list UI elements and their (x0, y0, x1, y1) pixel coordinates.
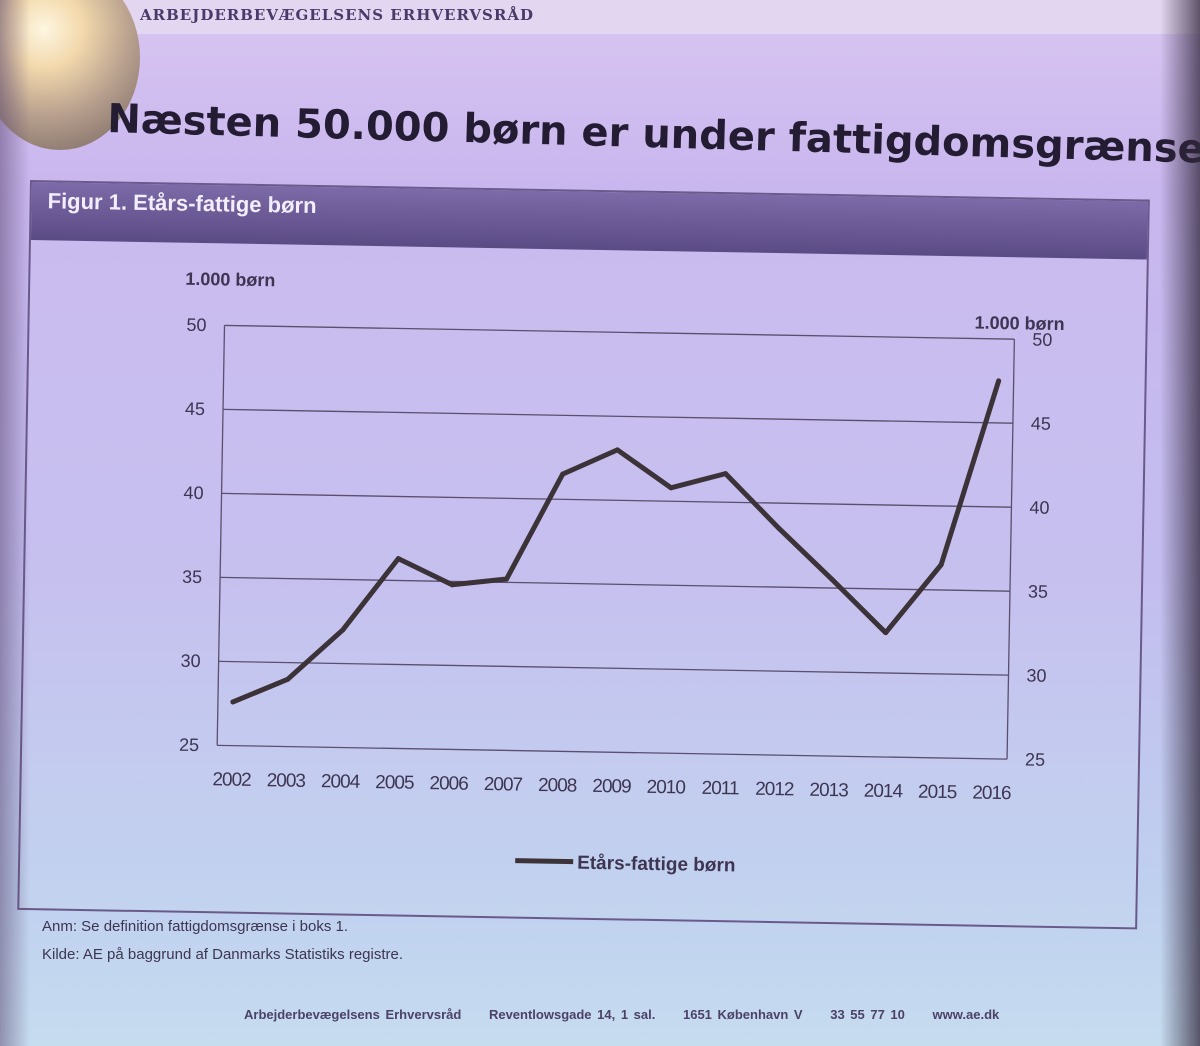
y-axis-label-left: 1.000 børn (185, 269, 275, 291)
y-tick-label-right: 30 (1026, 665, 1046, 685)
x-tick-label: 2007 (484, 774, 523, 796)
data-point (230, 699, 236, 705)
y-tick-label-right: 40 (1029, 497, 1049, 517)
x-tick-label: 2011 (701, 778, 739, 800)
footer-web: www.ae.dk (932, 1007, 1000, 1022)
x-tick-label: 2009 (592, 776, 631, 798)
data-point (395, 556, 401, 562)
x-tick-label: 2002 (212, 769, 251, 791)
photo-vignette-left (0, 0, 30, 1046)
y-tick-label-left: 35 (182, 567, 202, 587)
y-tick-label-left: 30 (180, 651, 200, 671)
data-point (560, 471, 566, 477)
y-tick-label-right: 50 (1032, 330, 1052, 350)
y-tick-label-left: 40 (183, 483, 203, 503)
x-tick-label: 2006 (429, 773, 468, 795)
footer-org: Arbejderbevægelsens Erhvervsråd (244, 1007, 462, 1022)
data-point (340, 627, 346, 633)
x-tick-label: 2014 (864, 781, 904, 803)
y-tick-label-right: 35 (1028, 581, 1048, 601)
data-point (829, 577, 835, 583)
legend-label: Etårs-fattige børn (577, 853, 736, 877)
footer-address: Reventlowsgade 14, 1 sal. (488, 1007, 656, 1022)
gridline (220, 576, 1010, 592)
slide-footer: Arbejderbevægelsens Erhvervsråd Reventlo… (244, 1007, 1021, 1022)
y-axis-label-right: 1.000 børn (974, 313, 1064, 335)
x-tick-label: 2008 (538, 775, 577, 797)
y-axis-left (216, 325, 226, 746)
data-point (614, 447, 620, 453)
chart-note: Anm: Se definition fattigdomsgrænse i bo… (42, 918, 348, 935)
x-tick-label: 2013 (809, 780, 848, 802)
data-point (285, 676, 291, 682)
footer-city: 1651 København V (682, 1007, 803, 1022)
y-tick-label-right: 45 (1031, 414, 1051, 434)
x-tick-label: 2010 (646, 777, 685, 799)
x-tick-label: 2003 (267, 770, 306, 792)
data-point (883, 630, 889, 636)
gridline (224, 324, 1015, 340)
data-point (504, 576, 510, 582)
x-tick-label: 2012 (755, 779, 794, 801)
photo-vignette-right (1160, 0, 1200, 1046)
data-point (938, 562, 944, 568)
y-tick-label-left: 45 (185, 399, 205, 419)
gridline (218, 660, 1009, 676)
data-point (723, 471, 729, 477)
gridline (223, 408, 1013, 424)
data-point (668, 485, 674, 491)
data-point (449, 582, 455, 588)
x-tick-label: 2005 (375, 772, 414, 794)
legend-swatch (515, 858, 574, 865)
organization-header: ARBEJDERBEVÆGELSENS ERHVERVSRÅD (140, 6, 534, 24)
y-tick-label-right: 25 (1025, 749, 1045, 769)
y-axis-right (1006, 339, 1016, 760)
y-tick-label-left: 25 (179, 735, 199, 755)
x-tick-label: 2016 (972, 783, 1011, 805)
footer-phone: 33 55 77 10 (830, 1007, 905, 1022)
slide-top-band (0, 0, 1200, 34)
data-point (996, 378, 1002, 384)
figure-frame: Figur 1. Etårs-fattige børn 25 25 30 30 35 35… (17, 180, 1150, 930)
x-tick-label: 2004 (321, 771, 361, 793)
gridline (217, 744, 1008, 760)
y-tick-label-left: 50 (186, 315, 206, 335)
data-point (776, 525, 782, 531)
slide-title: Næsten 50.000 børn er under fattigdomsgr… (106, 96, 1200, 174)
gridline (221, 492, 1012, 508)
x-tick-label: 2015 (918, 782, 957, 804)
chart-source: Kilde: AE på baggrund af Danmarks Statis… (42, 946, 404, 963)
